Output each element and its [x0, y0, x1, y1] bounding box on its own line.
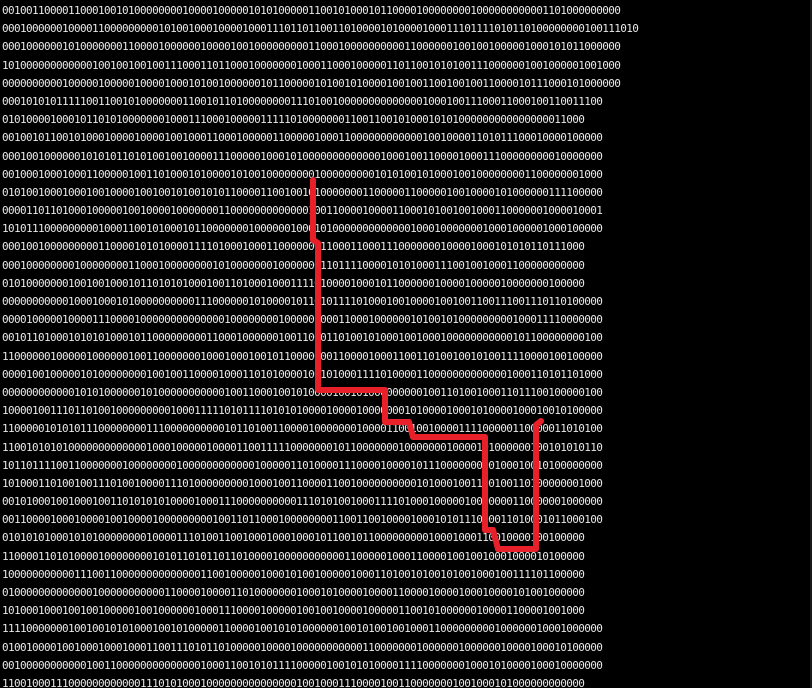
- binary-row: 1100100011100000000000011101010001000000…: [2, 676, 585, 688]
- binary-row: 1000010011101101001000000000100011111010…: [2, 404, 603, 418]
- binary-row: 0100100001001000100010001100111010110100…: [2, 640, 603, 654]
- binary-row: 0001001000000000110000101010000111101000…: [2, 240, 585, 254]
- binary-row: 0001001000000101010110101001001000011100…: [2, 149, 603, 163]
- binary-row: 0000000000100000100000100001000101001000…: [2, 76, 621, 90]
- binary-row: 0101000010001011010100000001000111000100…: [2, 113, 585, 127]
- binary-row: 1100101010100000000000001000100000100001…: [2, 440, 603, 454]
- binary-row: 0010100010010001001101010101000010001110…: [2, 495, 603, 509]
- binary-row: 1100001101010000100000000101011010110110…: [2, 549, 585, 563]
- binary-row: 0000100000100001110000100000000000000100…: [2, 313, 603, 327]
- binary-row: 0000100100000101000000001001001100001000…: [2, 367, 603, 381]
- binary-row: 0100000000000001000000000001100001000011…: [2, 586, 585, 599]
- binary-row: 1010001000100100100000100100000010001110…: [2, 604, 585, 618]
- binary-row: 0010110100010101010001011000000000110001…: [2, 331, 603, 345]
- binary-row: 1010000000000001001001001001110001101100…: [2, 58, 621, 72]
- binary-row: 1100000010000010000001001100000001000100…: [2, 349, 603, 363]
- binary-row: 0001000000100001100000000010100100010000…: [2, 22, 639, 36]
- binary-row: 0101010100010101000000001000011101001100…: [2, 531, 585, 545]
- binary-row: 1000000000001110011000000000000001100100…: [2, 567, 585, 581]
- binary-row: 1011011110011000000010000000010000000000…: [2, 458, 603, 472]
- binary-row: 0000000000001010100000010100000000000100…: [2, 385, 603, 399]
- binary-row: 0001000000001000000001100010000000010100…: [2, 258, 585, 272]
- binary-row: 1010111000000000100011001010001011000000…: [2, 222, 603, 236]
- binary-row: 0010010110010100010000100001001000110001…: [2, 131, 603, 145]
- binary-row: 0000110110100010000010010000100000001100…: [2, 204, 603, 218]
- binary-row: 1111000000010010010101000100101000001100…: [2, 622, 603, 636]
- binary-row: 0101000000010010010001011010101000100110…: [2, 276, 585, 290]
- binary-row: 0001000000101000000011000010000001000010…: [2, 40, 621, 54]
- binary-row: 0010011000011000100101000000001000010000…: [2, 4, 621, 17]
- window-edge: [810, 0, 812, 688]
- binary-row: 0000000000010001000101000000000011100000…: [2, 295, 603, 308]
- binary-row: 0010001000100011000001001101000101000010…: [2, 167, 603, 181]
- binary-row: 0010000000000010011000000000000001000110…: [2, 658, 603, 672]
- binary-row: 1100000101010111000000001110000000000101…: [2, 422, 603, 436]
- binary-row: 0001010101111100110010100000001100101101…: [2, 94, 603, 108]
- binary-row: 0101001000100010010000100100101001010110…: [2, 185, 603, 199]
- binary-row: 1010001101001001110100100001110100000000…: [2, 476, 603, 490]
- binary-row: 0011000010001000010010000100000000010011…: [2, 513, 603, 527]
